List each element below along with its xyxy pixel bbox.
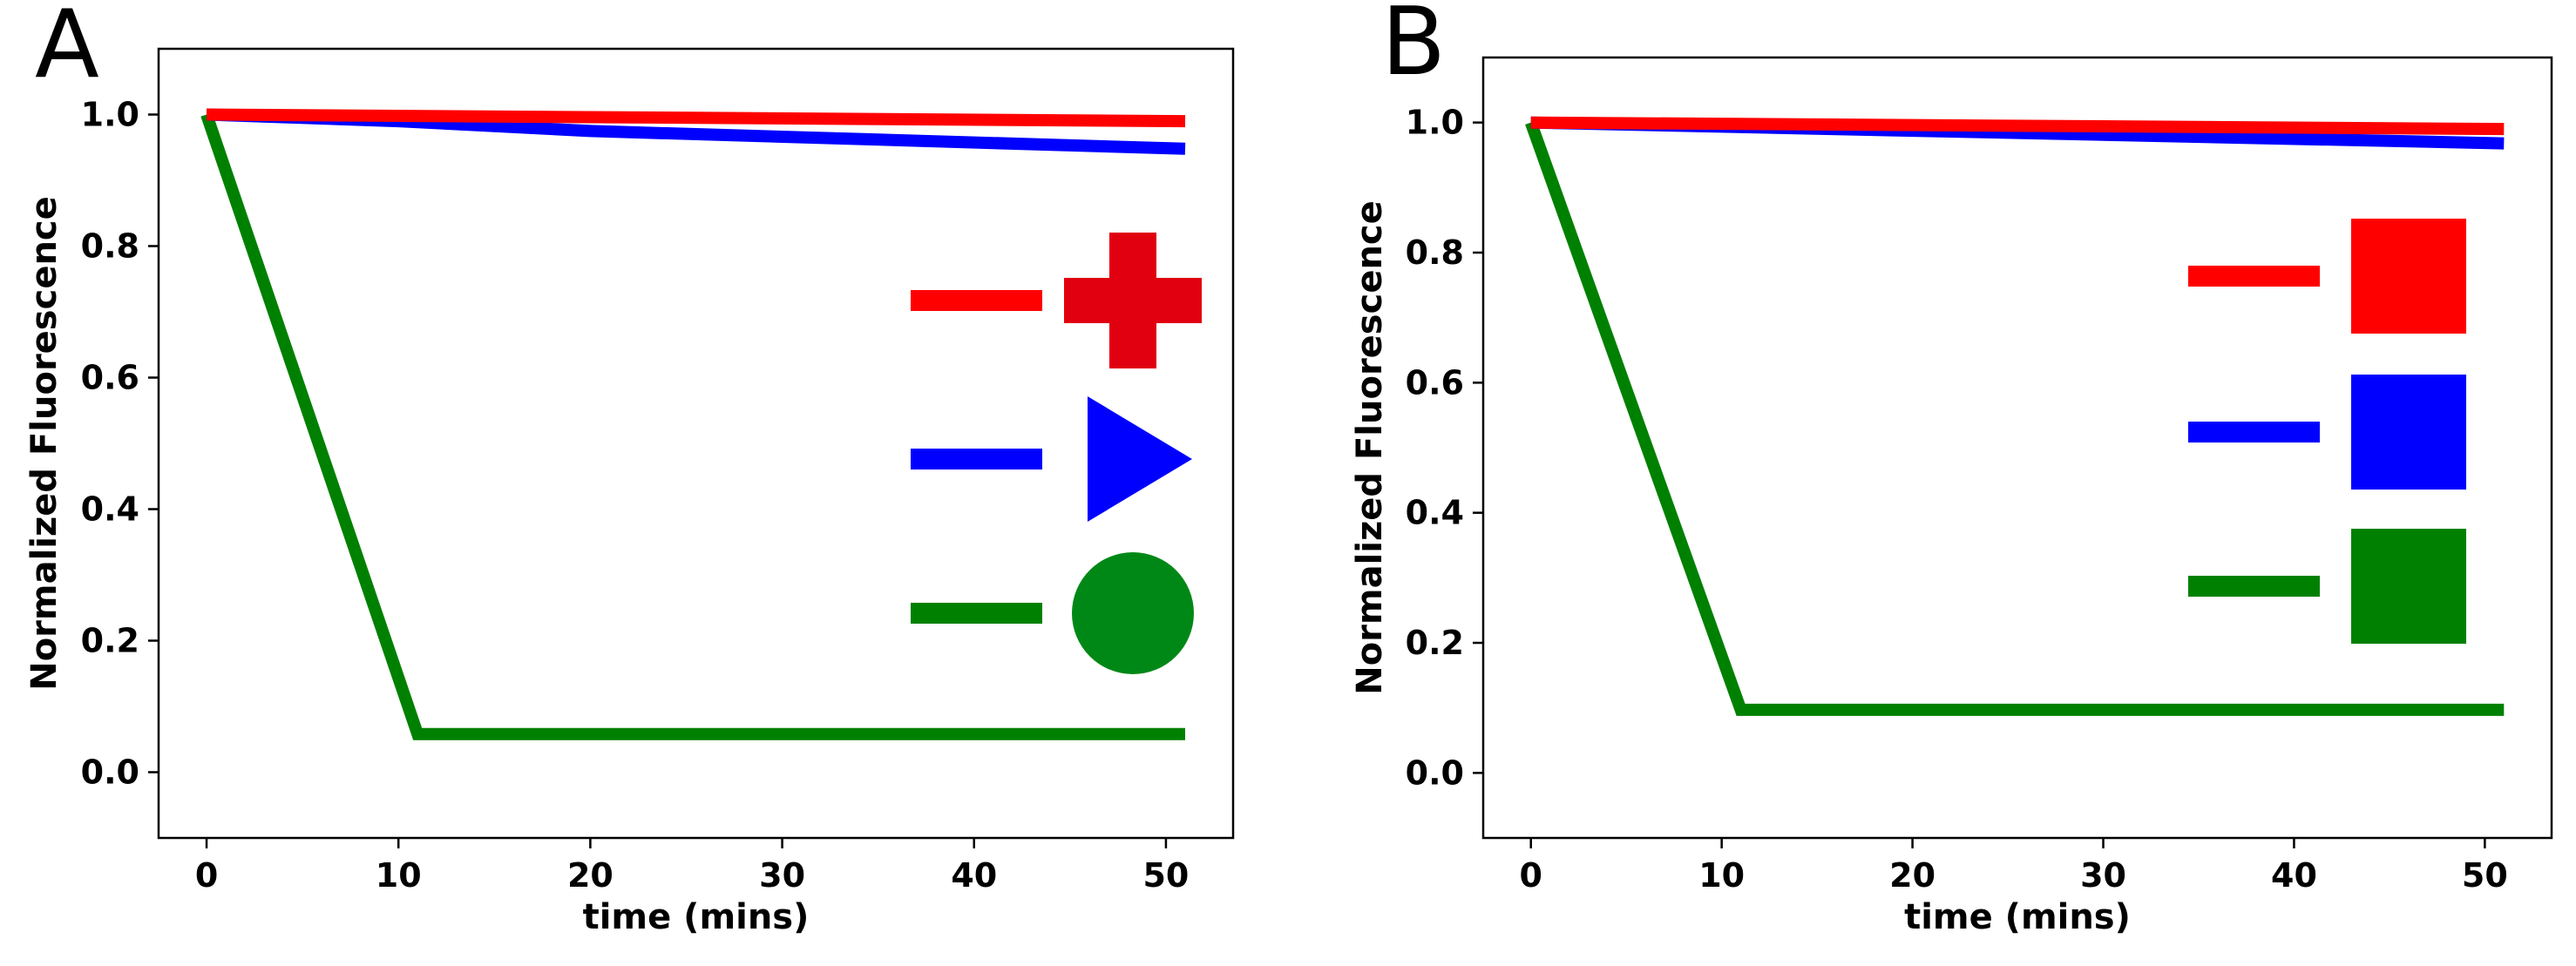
legend-swatch-2: [2188, 422, 2320, 442]
y-tick-label: 0.0: [1406, 753, 1464, 792]
x-axis-label: time (mins): [583, 897, 810, 937]
x-tick-label: 50: [2462, 856, 2508, 895]
y-tick-label: 0.8: [1406, 233, 1464, 272]
y-axis-label: Normalized Fluorescence: [24, 196, 64, 691]
x-tick-label: 40: [951, 856, 997, 895]
y-tick-label: 0.6: [1406, 363, 1464, 402]
circle-icon: [1072, 552, 1194, 674]
legend-swatch-1: [2188, 266, 2320, 287]
legend-swatch-3: [2188, 576, 2320, 597]
series-line-1: [1530, 116, 2505, 136]
x-tick-label: 10: [376, 856, 422, 895]
y-axis-label: Normalized Fluorescence: [1350, 200, 1390, 695]
panel-label-a: A: [35, 0, 99, 99]
chart-panel-a: A 0 10 20 30 40 50 0.0 0.2 0.4 0.6 0.8 1.0 time (mins…: [24, 0, 1235, 937]
x-tick-label: 10: [1698, 856, 1745, 895]
series-line-3: [200, 112, 1185, 740]
legend-swatch-2: [911, 449, 1042, 469]
legend-swatch-1: [911, 290, 1042, 311]
x-axis-label: time (mins): [1904, 897, 2131, 937]
x-tick-label: 20: [1889, 856, 1935, 895]
y-tick-label: 0.4: [1406, 494, 1464, 532]
y-tick-label: 0.2: [1406, 624, 1464, 662]
x-tick-label: 20: [567, 856, 613, 895]
y-tick-label: 0.8: [81, 227, 139, 266]
x-tick-label: 30: [2080, 856, 2126, 895]
y-tick-label: 0.6: [81, 359, 139, 397]
legend-swatch-3: [911, 603, 1042, 624]
y-tick-label: 0.2: [81, 622, 139, 660]
x-tick-label: 0: [195, 856, 218, 895]
axes-frame-b: [1481, 56, 2553, 840]
y-tick-label: 0.0: [81, 753, 139, 792]
square-icon: [2351, 529, 2466, 644]
square-icon: [2351, 219, 2466, 334]
x-tick-label: 40: [2271, 856, 2317, 895]
y-tick-label: 1.0: [81, 96, 139, 134]
x-tick-label: 0: [1520, 856, 1542, 895]
x-tick-label: 50: [1142, 856, 1189, 895]
triangle-icon: [1088, 396, 1192, 522]
x-tick-label: 30: [759, 856, 805, 895]
y-tick-label: 0.4: [81, 490, 139, 529]
series-line-3: [1525, 120, 2505, 716]
square-icon: [2351, 375, 2466, 490]
chart-panel-b: B 0 10 20 30 40 50 0.0 0.2 0.4 0.6 0.8 1.0 time (mins…: [1350, 0, 2553, 937]
axes-frame-a: [157, 47, 1235, 840]
series-line-1: [206, 108, 1186, 128]
panel-label-b: B: [1381, 0, 1446, 97]
cross-icon: [1064, 233, 1202, 368]
y-tick-label: 1.0: [1406, 104, 1464, 142]
